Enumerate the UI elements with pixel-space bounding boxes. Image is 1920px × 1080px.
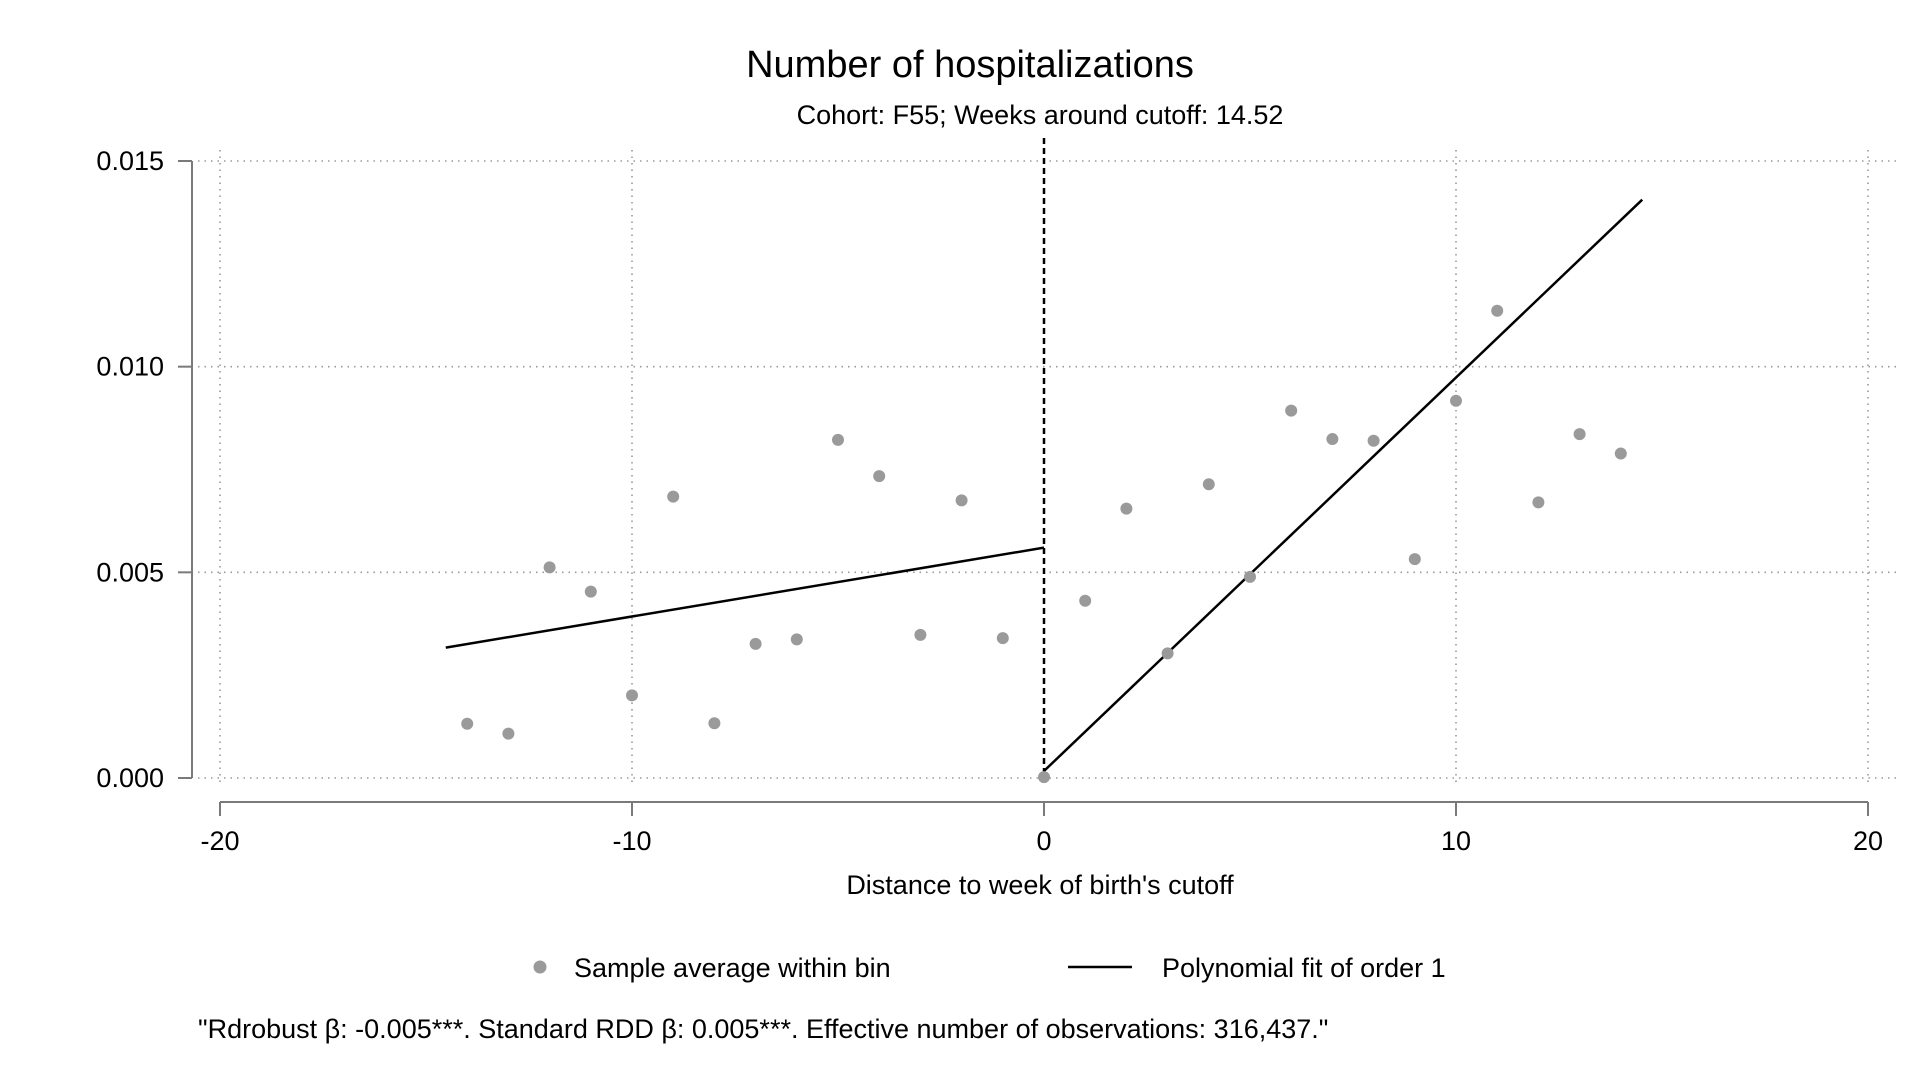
data-point xyxy=(1573,428,1586,441)
data-point xyxy=(708,717,721,730)
data-point xyxy=(832,433,844,446)
x-tick-label: 20 xyxy=(1853,826,1883,856)
data-point xyxy=(1532,496,1545,509)
data-point xyxy=(1285,404,1298,417)
data-point xyxy=(1614,447,1627,460)
data-point xyxy=(1202,478,1215,491)
data-point xyxy=(543,561,556,574)
fit-line-segment xyxy=(445,546,1045,649)
y-tick-label: 0.000 xyxy=(96,763,164,793)
chart-title: Number of hospitalizations xyxy=(746,44,1194,86)
data-point xyxy=(873,470,886,483)
chart-note: "Rdrobust β: -0.005***. Standard RDD β: … xyxy=(198,1014,1328,1044)
y-tick-label: 0.015 xyxy=(96,146,164,176)
y-tick-label: 0.005 xyxy=(96,557,164,587)
x-tick-label: -10 xyxy=(612,826,651,856)
x-tick-label: -20 xyxy=(200,826,239,856)
data-point xyxy=(996,632,1009,645)
data-point xyxy=(1450,394,1462,407)
data-points xyxy=(461,304,1627,784)
data-point xyxy=(461,717,474,730)
grid-lines xyxy=(198,150,1900,782)
axes xyxy=(178,160,1869,816)
data-point xyxy=(955,494,968,507)
data-point xyxy=(1491,304,1504,317)
fit-line-segment xyxy=(1043,198,1644,772)
x-tick-label: 0 xyxy=(1036,826,1051,856)
data-point xyxy=(1079,594,1092,607)
data-point xyxy=(1367,434,1380,447)
data-point xyxy=(1244,570,1256,583)
chart-subtitle: Cohort: F55; Weeks around cutoff: 14.52 xyxy=(797,100,1284,130)
tick-labels: 0.000 0.005 0.010 0.015 -20 -10 0 10 20 xyxy=(96,146,1883,856)
y-tick-label: 0.010 xyxy=(96,352,164,382)
data-point xyxy=(1161,647,1174,660)
data-point xyxy=(667,490,680,503)
data-point xyxy=(914,628,927,641)
data-point xyxy=(502,727,515,740)
data-point xyxy=(749,637,762,650)
legend-marker-points xyxy=(533,960,547,974)
legend-label-fit: Polynomial fit of order 1 xyxy=(1162,953,1446,983)
fit-lines xyxy=(445,138,1644,778)
data-point xyxy=(790,633,803,646)
data-point xyxy=(1408,553,1421,566)
data-point xyxy=(1120,502,1133,515)
data-point xyxy=(1326,433,1339,446)
x-axis-label: Distance to week of birth's cutoff xyxy=(846,870,1234,900)
x-tick-label: 10 xyxy=(1441,826,1471,856)
legend: Sample average within bin Polynomial fit… xyxy=(533,953,1446,983)
data-point xyxy=(626,689,638,702)
data-point xyxy=(584,585,597,598)
legend-label-points: Sample average within bin xyxy=(574,953,891,983)
data-point xyxy=(1038,771,1050,784)
